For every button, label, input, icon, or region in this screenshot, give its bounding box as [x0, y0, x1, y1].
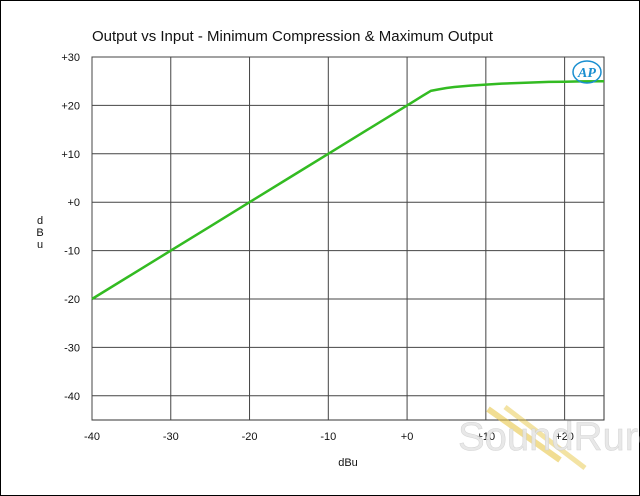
watermark-text: SoundRure [458, 415, 640, 459]
y-tick-label: -20 [64, 294, 80, 306]
y-tick-label: -30 [64, 342, 80, 354]
x-tick-label: -10 [320, 431, 336, 443]
chart-title: Output vs Input - Minimum Compression & … [92, 28, 493, 45]
series-group [91, 79, 605, 301]
x-tick-label: +20 [555, 431, 574, 443]
y-tick-labels: +30 +20 +10 +0 -10 -20 -30 -40 [61, 52, 80, 403]
series-line [91, 79, 605, 301]
y-tick-label: +20 [61, 100, 80, 112]
x-tick-label: -40 [84, 431, 100, 443]
x-tick-label: -30 [163, 431, 179, 443]
ap-logo: AP [572, 60, 602, 84]
y-tick-label: -10 [64, 246, 80, 258]
x-tick-label: +0 [401, 431, 414, 443]
watermark: SoundRure [458, 405, 640, 470]
logo-text: AP [577, 66, 596, 81]
y-tick-label: +0 [67, 197, 80, 209]
y-tick-label: +10 [61, 149, 80, 161]
plot-area [91, 56, 605, 421]
y-tick-label: +30 [61, 52, 80, 64]
x-tick-label: +10 [477, 431, 496, 443]
y-tick-label: -40 [64, 391, 80, 403]
x-tick-label: -20 [242, 431, 258, 443]
x-axis-label: dBu [338, 457, 358, 469]
x-tick-labels: -40 -30 -20 -10 +0 +10 +20 [84, 431, 574, 443]
grid [91, 56, 604, 420]
